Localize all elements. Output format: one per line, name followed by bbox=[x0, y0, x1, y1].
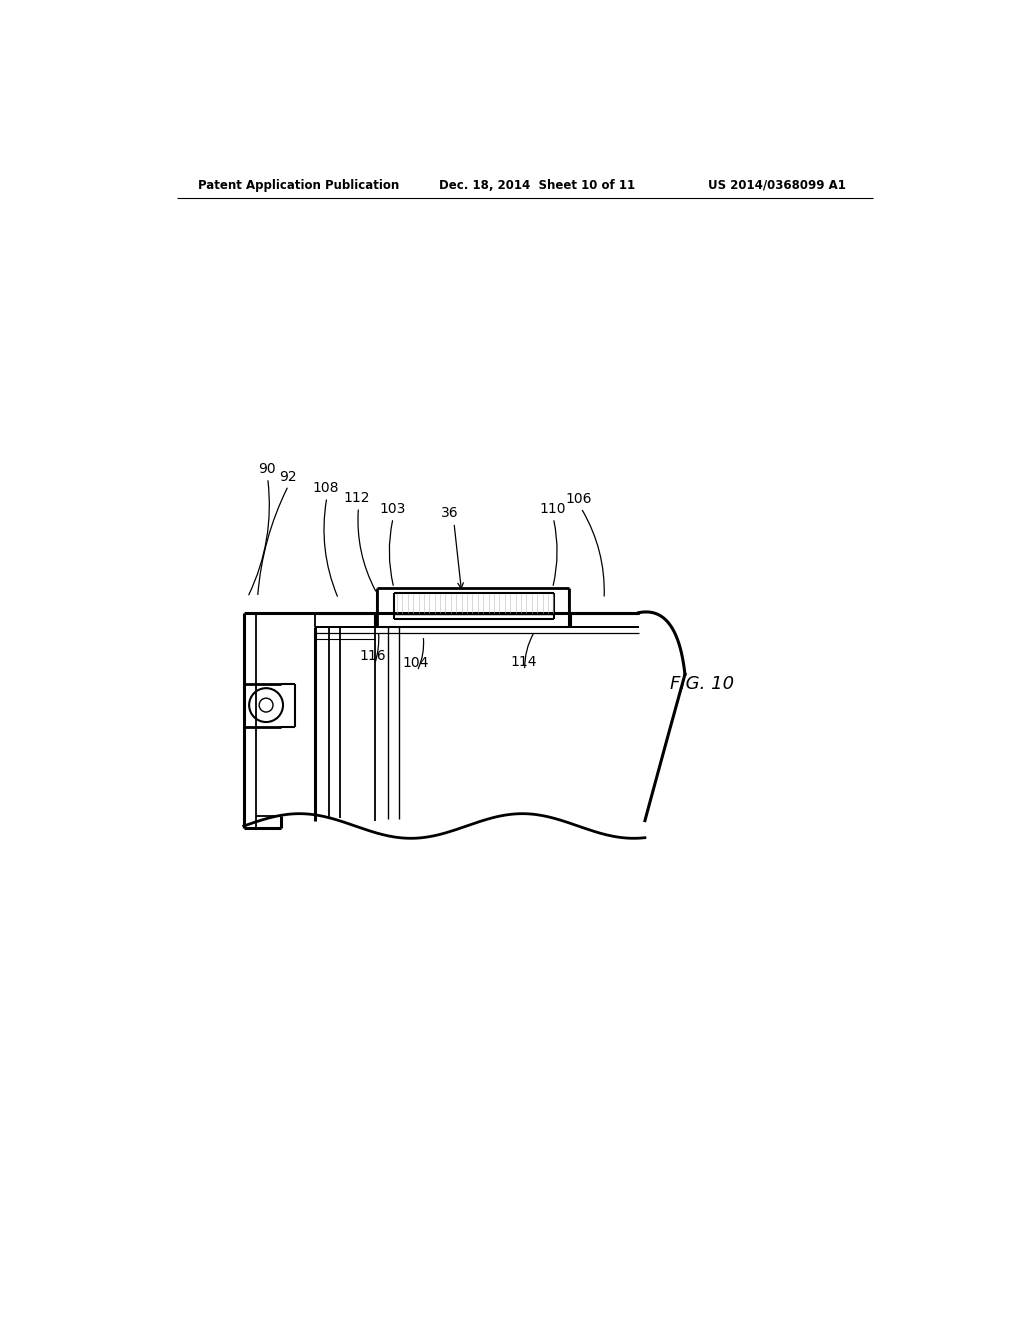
Text: 106: 106 bbox=[565, 492, 592, 507]
Text: 112: 112 bbox=[344, 491, 371, 506]
Text: FIG. 10: FIG. 10 bbox=[670, 675, 733, 693]
Text: Dec. 18, 2014  Sheet 10 of 11: Dec. 18, 2014 Sheet 10 of 11 bbox=[438, 178, 635, 191]
Text: Patent Application Publication: Patent Application Publication bbox=[199, 178, 399, 191]
Text: 90: 90 bbox=[258, 462, 275, 477]
Text: 104: 104 bbox=[402, 656, 429, 669]
Text: 108: 108 bbox=[312, 480, 339, 495]
Text: 114: 114 bbox=[510, 655, 537, 669]
Text: 110: 110 bbox=[540, 502, 566, 516]
Text: 36: 36 bbox=[441, 507, 459, 520]
Text: 103: 103 bbox=[379, 502, 406, 516]
Text: US 2014/0368099 A1: US 2014/0368099 A1 bbox=[708, 178, 846, 191]
Text: 92: 92 bbox=[280, 470, 297, 484]
Text: 116: 116 bbox=[359, 648, 386, 663]
